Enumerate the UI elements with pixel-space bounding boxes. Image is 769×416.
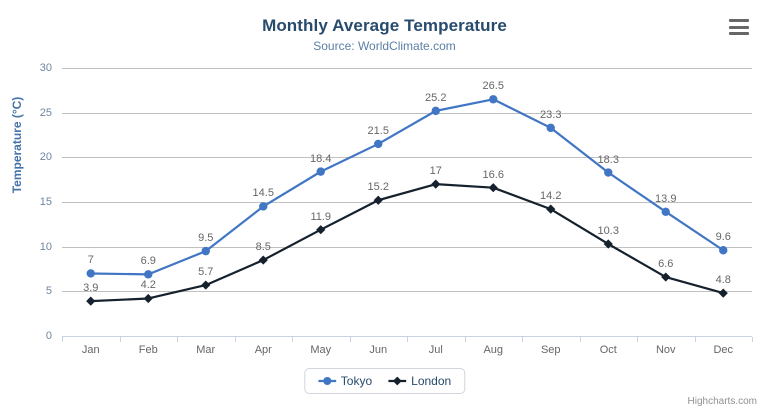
- y-axis-tick-labels: 0 5 10 15 20 25 30: [0, 62, 52, 342]
- gridline: [62, 68, 752, 69]
- plot-area: 7 6.9 9.5 14.5 18.4 21.5 25.2 26.5 23.3 18.3 13.9 9…: [62, 68, 752, 337]
- hamburger-bar-1: [729, 19, 749, 22]
- hamburger-bar-3: [729, 32, 749, 35]
- x-tick-mark: [522, 337, 523, 342]
- data-point-london-jul[interactable]: [431, 179, 441, 189]
- data-point-tokyo-jun[interactable]: [374, 139, 383, 149]
- x-tick-mark: [234, 337, 236, 342]
- x-tick-label: Apr: [254, 344, 272, 356]
- data-point-london-apr[interactable]: [258, 255, 268, 265]
- y-tick-label: 5: [45, 285, 52, 298]
- hamburger-menu-icon[interactable]: [729, 19, 749, 35]
- x-tick-mark: [694, 337, 696, 342]
- x-tick-label: Jun: [369, 344, 388, 356]
- gridline: [62, 157, 752, 159]
- x-tick-label: Aug: [483, 344, 504, 356]
- x-axis-tick-labels: Jan Feb Mar Apr May Jun Jul Aug Sep Oct Nov Dec: [62, 337, 753, 363]
- y-tick-label: 0: [45, 330, 52, 342]
- series-line-tokyo: [89, 98, 725, 276]
- data-point-tokyo-jan[interactable]: [86, 269, 95, 278]
- x-tick-mark: [637, 337, 638, 342]
- legend: Tokyo London: [303, 368, 466, 394]
- gridline: [62, 291, 752, 293]
- y-tick-label: 30: [39, 62, 52, 74]
- series-line-london: [89, 183, 725, 303]
- x-tick-label: May: [310, 344, 332, 356]
- x-tick-mark: [579, 337, 581, 342]
- chart-title: Monthly Average Temperature: [262, 16, 507, 35]
- x-tick-label: Oct: [599, 344, 617, 356]
- data-point-london-jan[interactable]: [86, 296, 96, 306]
- x-tick-label: Sep: [540, 344, 561, 356]
- legend-item-london[interactable]: London: [388, 374, 451, 388]
- legend-label-london: London: [411, 374, 452, 388]
- data-point-tokyo-aug[interactable]: [489, 95, 498, 104]
- data-point-london-sep[interactable]: [546, 204, 556, 214]
- y-tick-label: 10: [39, 240, 52, 253]
- y-tick-label: 25: [39, 106, 52, 119]
- y-tick-label: 15: [39, 196, 52, 208]
- gridline: [62, 246, 752, 248]
- data-point-tokyo-dec[interactable]: [719, 246, 728, 255]
- data-point-tokyo-nov[interactable]: [661, 207, 670, 217]
- highcharts-credit[interactable]: Highcharts.com: [687, 396, 757, 407]
- data-point-tokyo-apr[interactable]: [259, 202, 268, 211]
- legend-marker-london: [388, 376, 407, 386]
- x-tick-mark: [177, 337, 178, 342]
- data-point-tokyo-mar[interactable]: [201, 246, 210, 256]
- x-tick-label: Mar: [196, 344, 216, 356]
- data-point-london-nov[interactable]: [661, 272, 671, 282]
- data-point-london-mar[interactable]: [201, 280, 211, 290]
- x-tick-label: Nov: [655, 344, 676, 356]
- x-axis-line: [62, 336, 752, 337]
- hamburger-bar-2: [729, 25, 749, 29]
- data-point-tokyo-oct[interactable]: [604, 168, 613, 177]
- x-tick-mark: [62, 337, 63, 342]
- y-tick-label: 20: [39, 151, 52, 164]
- x-tick-mark: [464, 337, 466, 342]
- data-point-london-jun[interactable]: [373, 195, 383, 205]
- data-point-tokyo-sep[interactable]: [546, 123, 555, 133]
- series-lines: [86, 95, 728, 306]
- legend-marker-tokyo: [317, 377, 336, 385]
- data-point-london-aug[interactable]: [488, 183, 498, 193]
- data-point-london-feb[interactable]: [143, 293, 153, 304]
- x-tick-mark: [407, 337, 408, 342]
- x-tick-mark: [752, 337, 753, 342]
- x-tick-mark: [119, 337, 121, 342]
- gridline: [62, 202, 752, 203]
- data-point-london-may[interactable]: [316, 225, 326, 235]
- x-tick-label: Jan: [81, 344, 100, 356]
- data-point-london-oct[interactable]: [603, 239, 613, 249]
- data-point-tokyo-jul[interactable]: [431, 106, 440, 116]
- chart-subtitle: Source: WorldClimate.com: [313, 39, 456, 53]
- x-tick-mark: [349, 337, 351, 342]
- data-point-london-dec[interactable]: [718, 288, 728, 298]
- data-point-tokyo-feb[interactable]: [144, 270, 153, 279]
- x-tick-label: Dec: [713, 344, 734, 356]
- gridline: [62, 112, 752, 114]
- legend-item-tokyo[interactable]: Tokyo: [317, 374, 373, 388]
- x-tick-label: Feb: [138, 344, 158, 356]
- legend-label-tokyo: Tokyo: [340, 374, 373, 388]
- data-point-tokyo-may[interactable]: [316, 167, 325, 176]
- x-tick-label: Jul: [428, 344, 443, 356]
- x-tick-mark: [292, 337, 293, 342]
